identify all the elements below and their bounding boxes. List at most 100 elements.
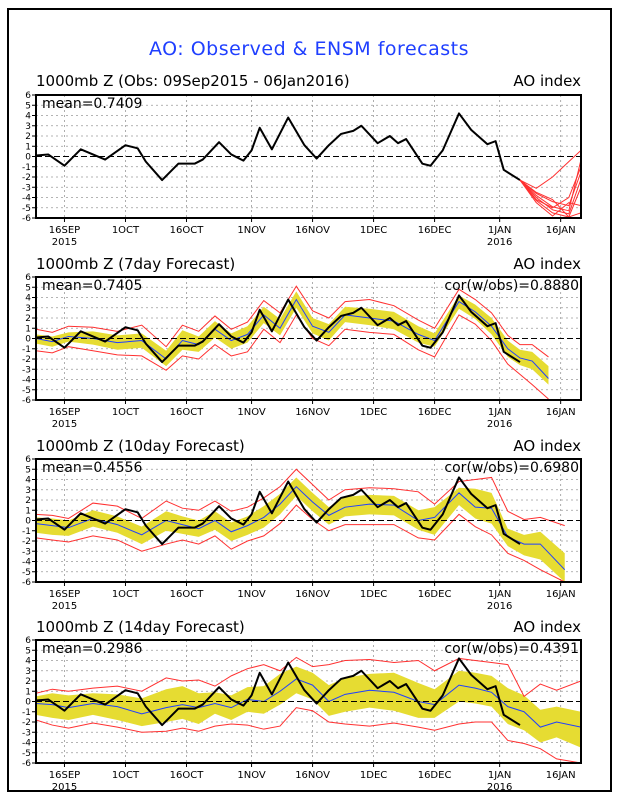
envelope-min-line — [36, 707, 581, 763]
x-tick-label: 16JAN — [546, 407, 576, 418]
x-tick-label: 16NOV — [295, 770, 330, 781]
y-tick-label: -1 — [22, 345, 31, 355]
y-tick-label: 6 — [25, 273, 31, 283]
y-tick-label: 0 — [25, 517, 31, 527]
correlation-stat-label: cor(w/obs)=0.6980 — [444, 460, 579, 476]
plot-area — [36, 285, 549, 400]
y-tick-label: -5 — [22, 568, 31, 578]
y-tick-label: -4 — [22, 194, 31, 204]
y-tick-label: -5 — [22, 386, 31, 396]
forecast-member-line — [519, 149, 581, 189]
x-tick-label: 16NOV — [295, 589, 330, 600]
y-tick-label: 5 — [25, 646, 31, 656]
x-tick-label: 1DEC — [360, 770, 387, 781]
mean-stat-label: mean=0.2986 — [42, 641, 143, 657]
y-tick-label: -3 — [22, 365, 31, 375]
panel-1-index-label: AO index — [513, 72, 581, 90]
y-tick-label: 0 — [25, 153, 31, 163]
x-tick-label: 1JAN — [488, 589, 511, 600]
y-tick-label: 0 — [25, 335, 31, 345]
x-tick-label: 1JAN — [488, 770, 511, 781]
y-tick-label: -1 — [22, 163, 31, 173]
y-tick-label: 1 — [25, 506, 31, 516]
y-tick-label: 2 — [25, 677, 31, 687]
y-tick-label: 3 — [25, 122, 31, 132]
x-tick-label: 16JAN — [546, 770, 576, 781]
x-tick-label: 1DEC — [360, 225, 387, 236]
x-tick-label: 1NOV — [237, 589, 266, 600]
mean-stat-label: mean=0.7405 — [42, 278, 142, 294]
envelope-min-line — [36, 504, 565, 582]
plot-area — [36, 112, 581, 218]
y-tick-label: -6 — [22, 759, 31, 769]
panel-2-index-label: AO index — [513, 255, 581, 273]
x-tick-label: 16DEC — [418, 589, 452, 600]
x-tick-year-label: 2015 — [52, 601, 77, 612]
correlation-stat-label: cor(w/obs)=0.4391 — [444, 641, 579, 657]
y-tick-label: -6 — [22, 214, 31, 224]
plot-area — [36, 656, 581, 763]
x-tick-label: 16OCT — [170, 770, 205, 781]
envelope-min-line — [36, 313, 549, 400]
observed-ao-line — [36, 294, 521, 364]
y-tick-label: 6 — [25, 455, 31, 465]
y-tick-label: 4 — [25, 476, 31, 486]
y-tick-label: 1 — [25, 324, 31, 334]
y-tick-label: 2 — [25, 314, 31, 324]
y-tick-label: -4 — [22, 376, 31, 386]
envelope-max-line — [36, 656, 581, 698]
y-tick-label: 3 — [25, 486, 31, 496]
x-tick-label: 1OCT — [112, 407, 140, 418]
x-tick-label: 16OCT — [170, 589, 205, 600]
x-tick-label: 16DEC — [418, 770, 452, 781]
x-tick-label: 16DEC — [418, 407, 452, 418]
x-tick-label: 1OCT — [112, 770, 140, 781]
y-tick-label: 3 — [25, 667, 31, 677]
y-tick-label: 5 — [25, 101, 31, 111]
x-tick-label: 1DEC — [360, 589, 387, 600]
observed-ao-line — [36, 657, 521, 727]
x-tick-label: 16SEP — [49, 407, 80, 418]
y-tick-label: 6 — [25, 636, 31, 646]
forecast-member-line — [519, 179, 581, 218]
panel-4-index-label: AO index — [513, 618, 581, 636]
y-tick-label: 5 — [25, 283, 31, 293]
y-tick-label: -6 — [22, 396, 31, 406]
x-tick-label: 16OCT — [170, 225, 205, 236]
x-tick-label: 1NOV — [237, 770, 266, 781]
y-tick-label: -1 — [22, 708, 31, 718]
y-tick-label: 4 — [25, 657, 31, 667]
y-tick-label: -1 — [22, 527, 31, 537]
x-tick-label: 1JAN — [488, 225, 511, 236]
observed-ao-line — [36, 112, 521, 182]
y-tick-label: -3 — [22, 547, 31, 557]
y-tick-label: -4 — [22, 558, 31, 568]
y-tick-label: -5 — [22, 204, 31, 214]
panel-3-index-label: AO index — [513, 437, 581, 455]
y-tick-label: -6 — [22, 578, 31, 588]
correlation-stat-label: cor(w/obs)=0.8880 — [444, 278, 579, 294]
y-tick-label: -2 — [22, 718, 31, 728]
ensemble-spread-band — [36, 666, 581, 748]
y-tick-label: -4 — [22, 739, 31, 749]
x-tick-label: 16NOV — [295, 225, 330, 236]
ensemble-mean-line — [36, 298, 549, 379]
x-tick-label: 1NOV — [237, 225, 266, 236]
y-tick-label: 5 — [25, 465, 31, 475]
x-tick-label: 16SEP — [49, 770, 80, 781]
forecast-member-line — [519, 166, 581, 209]
y-tick-label: -2 — [22, 355, 31, 365]
envelope-max-line — [36, 468, 565, 527]
x-tick-label: 1OCT — [112, 225, 140, 236]
x-tick-year-label: 2016 — [487, 237, 512, 248]
x-tick-year-label: 2015 — [52, 237, 77, 248]
y-tick-label: 4 — [25, 112, 31, 122]
panel-4-title: 1000mb Z (14day Forecast) — [36, 618, 245, 636]
forecast-member-line — [519, 178, 581, 215]
y-tick-label: 2 — [25, 496, 31, 506]
panel-3-title: 1000mb Z (10day Forecast) — [36, 437, 245, 455]
